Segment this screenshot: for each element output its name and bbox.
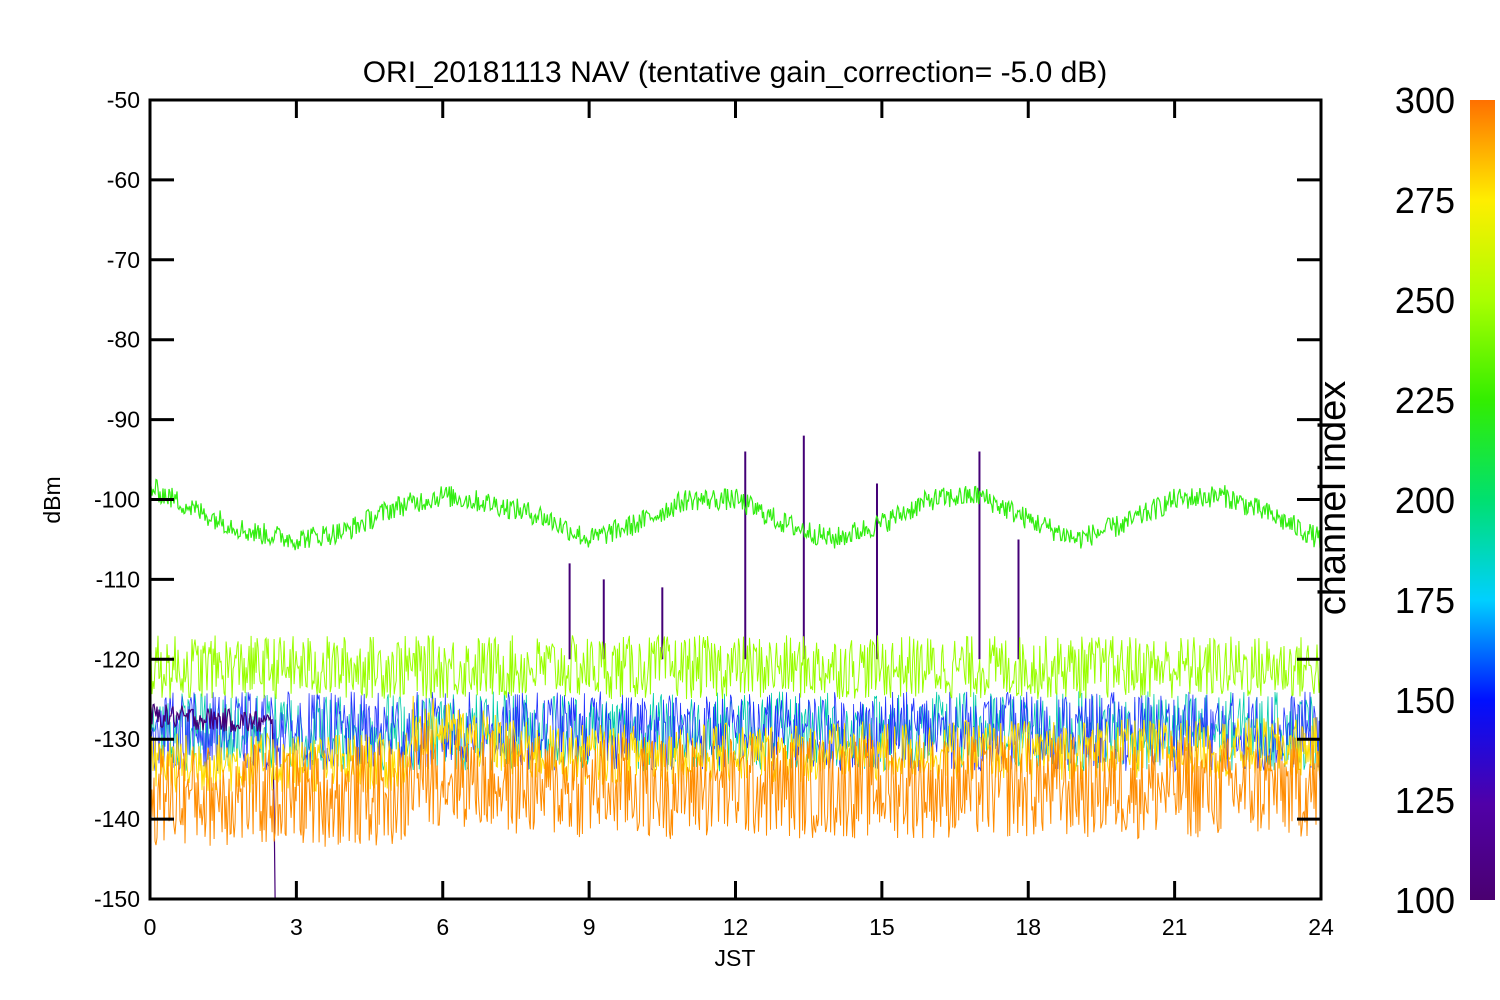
colorbar-tick-label: 225 xyxy=(1395,380,1455,421)
y-tick-label: -100 xyxy=(94,487,140,513)
colorbar-tick-label: 275 xyxy=(1395,180,1455,221)
y-tick-label: -60 xyxy=(107,167,140,193)
x-tick-label: 9 xyxy=(583,914,596,940)
series-ch-240 xyxy=(150,478,1321,551)
colorbar-tick-label: 250 xyxy=(1395,280,1455,321)
y-tick-label: -110 xyxy=(96,566,140,592)
x-tick-label: 0 xyxy=(144,914,157,940)
series-ch-295 xyxy=(150,723,1321,847)
series-line xyxy=(150,634,1321,700)
y-tick-label: -80 xyxy=(107,327,140,353)
chart-title: ORI_20181113 NAV (tentative gain_correct… xyxy=(363,56,1108,89)
y-tick-label: -50 xyxy=(107,87,140,113)
x-tick-label: 21 xyxy=(1162,914,1188,940)
y-tick-label: -150 xyxy=(94,886,140,912)
series-ch-262 xyxy=(150,634,1321,700)
y-axis: -50 -60 -70 -80 -90 -100 -110 -120 -130 -140 -150 xyxy=(94,87,1321,912)
x-axis-label: JST xyxy=(715,945,756,971)
x-axis: 0 3 6 9 12 15 18 21 24 xyxy=(144,100,1334,940)
series-line xyxy=(150,723,1321,847)
y-tick-label: -120 xyxy=(94,646,140,672)
x-tick-label: 6 xyxy=(436,914,449,940)
x-tick-label: 12 xyxy=(723,914,749,940)
y-tick-label: -130 xyxy=(94,726,140,752)
colorbar xyxy=(1470,100,1495,900)
y-tick-label: -140 xyxy=(94,806,140,832)
x-tick-label: 24 xyxy=(1308,914,1334,940)
colorbar-tick-label: 125 xyxy=(1395,780,1455,821)
y-axis-label: dBm xyxy=(39,476,65,523)
series-line xyxy=(150,478,1321,551)
plot-area xyxy=(150,435,1321,899)
y-tick-label: -90 xyxy=(107,407,140,433)
colorbar-ticks: 100 125 150 175 200 225 250 275 300 xyxy=(1395,80,1455,921)
colorbar-tick-label: 300 xyxy=(1395,80,1455,121)
y-tick-label: -70 xyxy=(107,247,140,273)
colorbar-label: channel index xyxy=(1312,381,1354,616)
colorbar-tick-label: 150 xyxy=(1395,680,1455,721)
colorbar-tick-label: 175 xyxy=(1395,580,1455,621)
series-ch-105 xyxy=(150,435,1321,899)
series-ch-150 xyxy=(150,691,1321,773)
x-tick-label: 15 xyxy=(869,914,895,940)
x-tick-label: 18 xyxy=(1015,914,1041,940)
series-line xyxy=(150,691,1321,773)
colorbar-tick-label: 200 xyxy=(1395,480,1455,521)
x-tick-label: 3 xyxy=(290,914,303,940)
colorbar-tick-label: 100 xyxy=(1395,880,1455,921)
